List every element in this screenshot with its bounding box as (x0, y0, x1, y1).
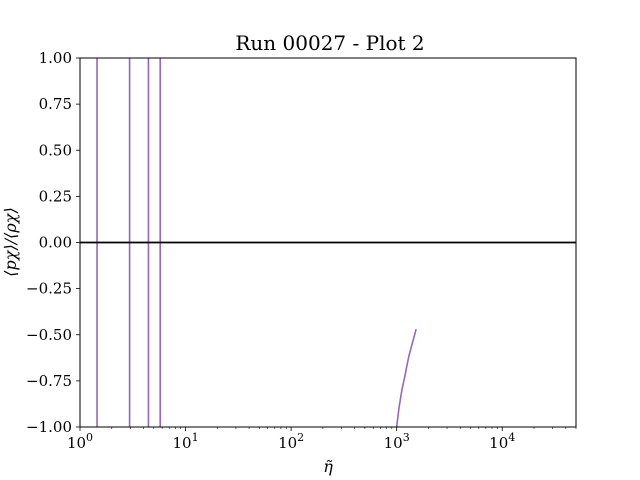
y-tick-label: −0.25 (26, 280, 72, 298)
y-tick-label: 0.25 (39, 187, 72, 205)
x-tick-label: 102 (278, 431, 304, 452)
y-tick-label: 0.50 (39, 141, 72, 159)
y-tick-label: 0.75 (39, 95, 72, 113)
x-tick-label: 103 (384, 431, 410, 452)
y-tick-label: 1.00 (39, 49, 72, 67)
x-tick-label: 101 (173, 431, 199, 452)
x-tick-label: 100 (67, 431, 93, 452)
y-tick-label: −0.50 (26, 326, 72, 344)
y-axis-label: ⟨pχ⟩/⟨ρχ⟩ (1, 207, 20, 276)
x-tick-label: 104 (489, 431, 515, 452)
y-axis-ticks: −1.00 −0.75 −0.50 −0.25 0.00 0.25 0.50 0.75 1.00 (26, 49, 80, 436)
axes-frame (79, 57, 577, 428)
y-tick-label: −1.00 (26, 418, 72, 436)
x-axis-ticks: 100 101 102 103 104 (67, 427, 577, 452)
y-tick-label: −0.75 (26, 372, 72, 390)
series-segment (395, 328, 417, 427)
chart-title: Run 00027 - Plot 2 (235, 31, 424, 55)
x-axis-label: η̃ (323, 457, 333, 476)
y-tick-label: 0.00 (39, 234, 72, 252)
